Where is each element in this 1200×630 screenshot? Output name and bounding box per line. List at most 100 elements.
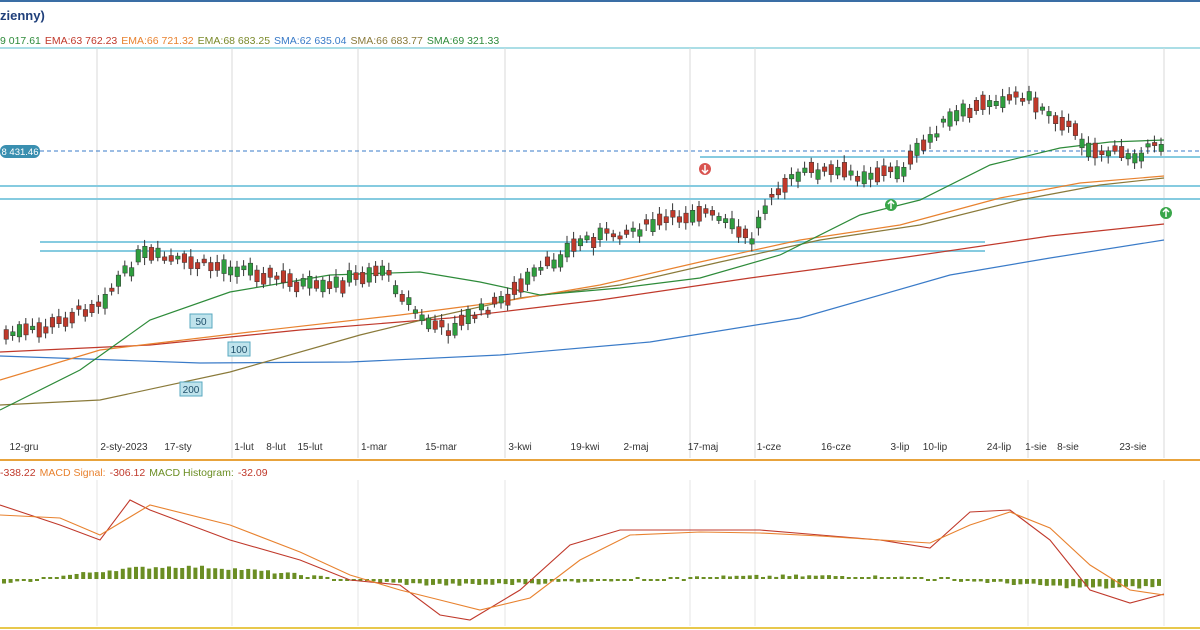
candle-body [432, 320, 438, 330]
candle-body [907, 150, 913, 165]
candle-body [881, 165, 887, 176]
candle-body [729, 218, 735, 230]
x-tick-label: 10-lip [923, 442, 948, 453]
candle-body [221, 259, 227, 274]
macd-histogram-bar [167, 566, 171, 579]
price-tag-label: 8 431.46 [2, 147, 39, 158]
macd-histogram-bar [648, 579, 653, 581]
ma-label-box [189, 313, 213, 329]
candle-body [934, 133, 940, 138]
macd-histogram-bar [1077, 579, 1082, 588]
ma-label-box [227, 341, 251, 357]
macd-histogram-bar [807, 575, 812, 579]
macd-histogram-bar [114, 571, 119, 579]
x-tick-label: 15-mar [425, 442, 457, 453]
ma-legend-item: SMA:66 683.77 [350, 35, 423, 47]
candle-body [670, 210, 676, 218]
macd-histogram-bar [497, 579, 501, 584]
candle-body [736, 226, 742, 238]
macd-histogram-bar [450, 579, 455, 584]
macd-histogram-bar [1143, 579, 1148, 587]
candle-body [1092, 142, 1098, 159]
candle-body [855, 175, 861, 182]
macd-histogram-bar [431, 579, 435, 585]
macd-histogram-bar [1110, 579, 1115, 588]
candle-body [954, 110, 960, 122]
macd-histogram-bar [173, 567, 178, 579]
macd-histogram-bar [2, 579, 6, 584]
macd-histogram-bar [523, 579, 528, 585]
candle-body [960, 103, 966, 117]
macd-histogram-bar [338, 579, 343, 581]
macd-histogram-bar [1044, 579, 1049, 586]
candle-body [723, 218, 729, 223]
ma-legend-item: SMA:69 321.33 [426, 35, 500, 47]
macd-histogram-bar [879, 577, 884, 579]
macd-histogram-bar [596, 579, 600, 581]
candle-body [472, 315, 478, 319]
sma-line-blue [0, 239, 1165, 364]
ma-label: 200 [183, 385, 200, 396]
macd-histogram-bar [457, 579, 462, 586]
candle-body [1112, 145, 1118, 152]
candle-body [1152, 142, 1158, 146]
candle-body [940, 118, 946, 123]
candle-body [188, 256, 194, 269]
macd-histogram-bar [15, 579, 20, 582]
candle-body [360, 272, 366, 285]
candle-body [716, 216, 722, 221]
candle-body [247, 262, 253, 276]
macd-histogram-bar [629, 579, 633, 581]
macd-histogram-bar [754, 574, 759, 579]
candle-body [769, 194, 775, 198]
macd-histogram-bar [866, 577, 871, 579]
candle-body [868, 172, 874, 180]
macd-histogram-bar [81, 572, 86, 579]
macd-histogram-bar [734, 575, 739, 579]
candle-body [459, 314, 465, 326]
macd-histogram-bar [398, 579, 402, 583]
macd-histogram-bar [1031, 579, 1036, 584]
macd-histogram-bar [939, 577, 944, 579]
x-tick-label: 19-kwi [571, 442, 600, 453]
candle-body [234, 266, 240, 277]
candle-body [465, 309, 471, 324]
candle-body [657, 213, 663, 226]
candle-body [406, 297, 412, 305]
x-tick-label: 1-cze [757, 442, 782, 453]
macd-histogram-bar [213, 568, 218, 579]
macd-histogram-bar [371, 579, 376, 582]
macd-histogram-bar [127, 567, 132, 579]
x-tick-label: 17-maj [688, 442, 719, 453]
macd-histogram-bar [919, 577, 924, 579]
macd-histogram-bar [853, 577, 858, 579]
macd-histogram-bar [378, 579, 383, 584]
macd-histogram-bar [252, 569, 257, 579]
candle-body [76, 305, 82, 310]
candle-body [333, 276, 339, 288]
macd-histogram-bar [1124, 579, 1128, 587]
macd-histogram-bar [279, 572, 284, 579]
ma-label: 100 [231, 345, 248, 356]
macd-histogram-bar [41, 577, 46, 579]
macd-histogram-bar [675, 577, 680, 579]
candle-body [412, 309, 418, 314]
candle-body [287, 273, 293, 287]
chart-title: zienny) [0, 8, 45, 23]
macd-histogram-bar [774, 576, 779, 579]
candle-body [214, 262, 220, 271]
candle-body [604, 228, 610, 234]
sma-line-olive [0, 177, 1165, 406]
macd-histogram-bar [384, 579, 389, 582]
macd-histogram-bar [285, 572, 290, 579]
candle-body [1158, 144, 1164, 152]
candle-body [386, 270, 392, 276]
x-tick-label: 17-sty [164, 442, 191, 453]
macd-histogram-bar [1038, 579, 1043, 586]
macd-histogram-bar [662, 579, 666, 581]
macd-histogram-bar [688, 577, 693, 579]
candle-body [498, 296, 504, 304]
candle-body [551, 259, 557, 269]
macd-histogram-bar [424, 579, 429, 586]
